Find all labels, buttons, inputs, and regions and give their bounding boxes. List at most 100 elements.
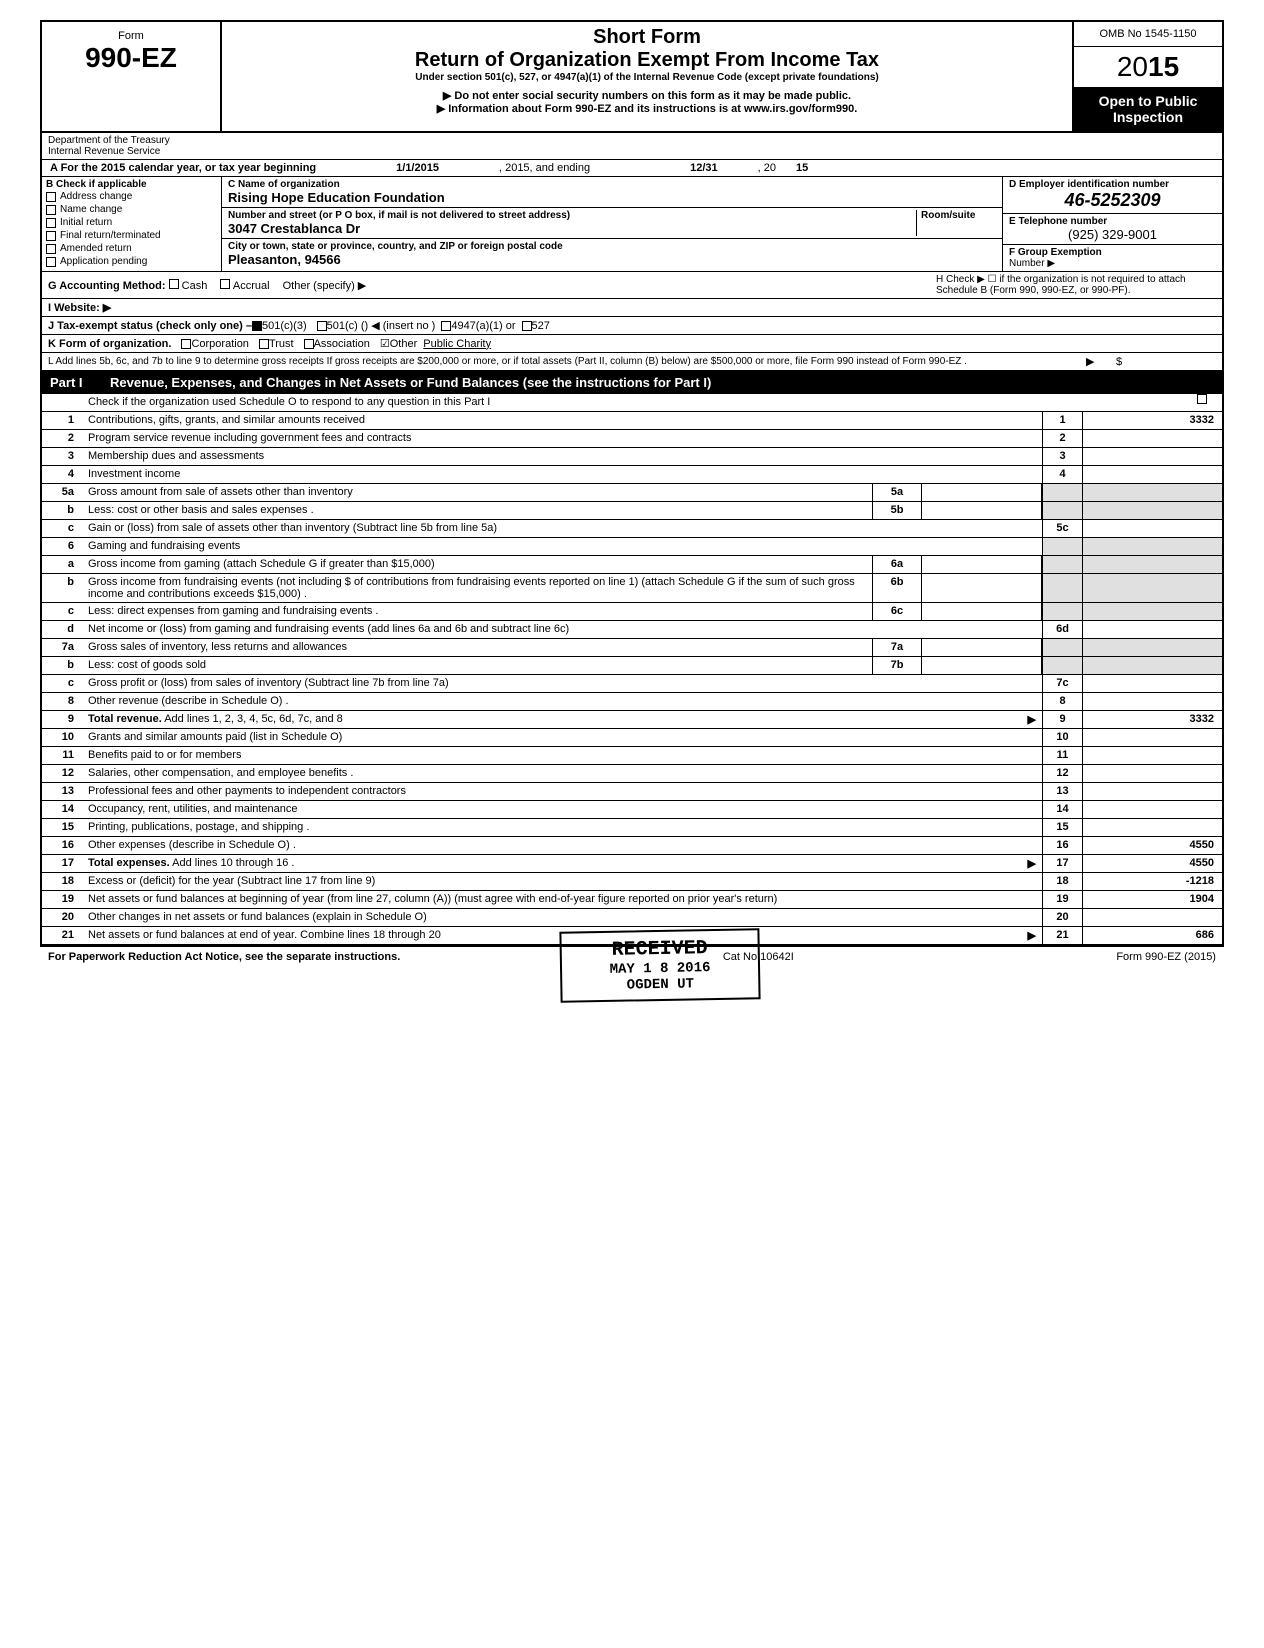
main-title: Return of Organization Exempt From Incom… xyxy=(234,49,1060,72)
line-17: 17Total expenses. Add lines 10 through 1… xyxy=(42,855,1222,873)
line-a: aGross income from gaming (attach Schedu… xyxy=(42,556,1222,574)
chk-assoc[interactable] xyxy=(304,339,314,349)
sub-label: 6a xyxy=(872,556,922,573)
chk-527[interactable] xyxy=(522,321,532,331)
line-value: -1218 xyxy=(1082,873,1222,890)
line-number: 9 xyxy=(42,711,82,728)
line-i: I Website: ▶ xyxy=(42,299,1222,317)
line-value: 3332 xyxy=(1082,412,1222,429)
chk-name-change[interactable]: Name change xyxy=(46,203,217,216)
line-description: Contributions, gifts, grants, and simila… xyxy=(82,412,1042,429)
title-box: Short Form Return of Organization Exempt… xyxy=(222,22,1072,131)
line-num-cell: 16 xyxy=(1042,837,1082,854)
org-address-row: Number and street (or P O box, if mail i… xyxy=(222,208,1002,239)
line-num-cell: 3 xyxy=(1042,448,1082,465)
line-number: 8 xyxy=(42,693,82,710)
chk-address-change[interactable]: Address change xyxy=(46,190,217,203)
line-description: Gross profit or (loss) from sales of inv… xyxy=(82,675,1042,692)
line-description: Total expenses. Add lines 10 through 16 … xyxy=(82,855,1042,872)
line-num-cell: 19 xyxy=(1042,891,1082,908)
chk-trust[interactable] xyxy=(259,339,269,349)
line-number: 11 xyxy=(42,747,82,764)
line-number: c xyxy=(42,603,82,620)
chk-application-pending[interactable]: Application pending xyxy=(46,255,217,268)
line-number: 20 xyxy=(42,909,82,926)
line-c: cGross profit or (loss) from sales of in… xyxy=(42,675,1222,693)
chk-501c[interactable] xyxy=(317,321,327,331)
line-num-cell: 4 xyxy=(1042,466,1082,483)
line-number: 10 xyxy=(42,729,82,746)
sub-value xyxy=(922,574,1042,602)
chk-initial-return[interactable]: Initial return xyxy=(46,216,217,229)
line-number: c xyxy=(42,675,82,692)
chk-amended[interactable]: Amended return xyxy=(46,242,217,255)
line-number: c xyxy=(42,520,82,537)
org-name: Rising Hope Education Foundation xyxy=(228,190,996,205)
line-num-cell: 2 xyxy=(1042,430,1082,447)
chk-schedule-o[interactable] xyxy=(1197,394,1207,404)
line-8: 8Other revenue (describe in Schedule O) … xyxy=(42,693,1222,711)
line-value: 686 xyxy=(1082,927,1222,944)
chk-corp[interactable] xyxy=(181,339,191,349)
chk-cash[interactable] xyxy=(169,279,179,289)
line-number: 18 xyxy=(42,873,82,890)
line-num-cell: 10 xyxy=(1042,729,1082,746)
line-number: b xyxy=(42,502,82,519)
line-description: Gaming and fundraising events xyxy=(82,538,1042,555)
part-1-header: Part I Revenue, Expenses, and Changes in… xyxy=(42,371,1222,394)
line-number: 14 xyxy=(42,801,82,818)
line-description: Net income or (loss) from gaming and fun… xyxy=(82,621,1042,638)
sub-label: 6c xyxy=(872,603,922,620)
section-b-checkboxes: B Check if applicable Address change Nam… xyxy=(42,177,222,271)
phone-row: E Telephone number (925) 329-9001 xyxy=(1003,214,1222,245)
line-k: K Form of organization. Corporation Trus… xyxy=(42,335,1222,353)
line-description: Benefits paid to or for members xyxy=(82,747,1042,764)
line-description: Gross income from fundraising events (no… xyxy=(82,574,872,602)
chk-accrual[interactable] xyxy=(220,279,230,289)
line-14: 14Occupancy, rent, utilities, and mainte… xyxy=(42,801,1222,819)
line-description: Grants and similar amounts paid (list in… xyxy=(82,729,1042,746)
lines-table: 1Contributions, gifts, grants, and simil… xyxy=(42,412,1222,945)
line-description: Membership dues and assessments xyxy=(82,448,1042,465)
line-d: dNet income or (loss) from gaming and fu… xyxy=(42,621,1222,639)
line-description: Program service revenue including govern… xyxy=(82,430,1042,447)
line-16: 16Other expenses (describe in Schedule O… xyxy=(42,837,1222,855)
line-value xyxy=(1082,801,1222,818)
line-number: 5a xyxy=(42,484,82,501)
line-value xyxy=(1082,765,1222,782)
form-number-box: Form 990-EZ xyxy=(42,22,222,131)
sub-value xyxy=(922,556,1042,573)
sub-label: 5b xyxy=(872,502,922,519)
dept-treasury: Department of the Treasury Internal Reve… xyxy=(42,133,222,159)
chk-final-return[interactable]: Final return/terminated xyxy=(46,229,217,242)
line-value xyxy=(1082,909,1222,926)
org-city: Pleasanton, 94566 xyxy=(228,252,996,267)
chk-501c3[interactable] xyxy=(252,321,262,331)
sub-value xyxy=(922,502,1042,519)
line-value xyxy=(1082,520,1222,537)
line-c: cGain or (loss) from sale of assets othe… xyxy=(42,520,1222,538)
line-3: 3Membership dues and assessments3 xyxy=(42,448,1222,466)
line-num-cell: 9 xyxy=(1042,711,1082,728)
line-number: 4 xyxy=(42,466,82,483)
line-b: bGross income from fundraising events (n… xyxy=(42,574,1222,603)
line-num-cell: 7c xyxy=(1042,675,1082,692)
right-info-col: D Employer identification number 46-5252… xyxy=(1002,177,1222,271)
line-a-tax-year: A For the 2015 calendar year, or tax yea… xyxy=(42,160,1222,177)
line-num-cell: 8 xyxy=(1042,693,1082,710)
line-number: 16 xyxy=(42,837,82,854)
line-l: L Add lines 5b, 6c, and 7b to line 9 to … xyxy=(42,353,1222,371)
line-description: Gain or (loss) from sale of assets other… xyxy=(82,520,1042,537)
line-g-h: G Accounting Method: Cash Accrual Other … xyxy=(42,272,1222,299)
line-description: Printing, publications, postage, and shi… xyxy=(82,819,1042,836)
line-c: cLess: direct expenses from gaming and f… xyxy=(42,603,1222,621)
line-description: Other expenses (describe in Schedule O) … xyxy=(82,837,1042,854)
line-10: 10Grants and similar amounts paid (list … xyxy=(42,729,1222,747)
line-description: Investment income xyxy=(82,466,1042,483)
line-value xyxy=(1082,466,1222,483)
line-num-cell: 13 xyxy=(1042,783,1082,800)
line-description: Other changes in net assets or fund bala… xyxy=(82,909,1042,926)
chk-4947[interactable] xyxy=(441,321,451,331)
line-value xyxy=(1082,747,1222,764)
open-to-public: Open to Public Inspection xyxy=(1074,87,1222,131)
